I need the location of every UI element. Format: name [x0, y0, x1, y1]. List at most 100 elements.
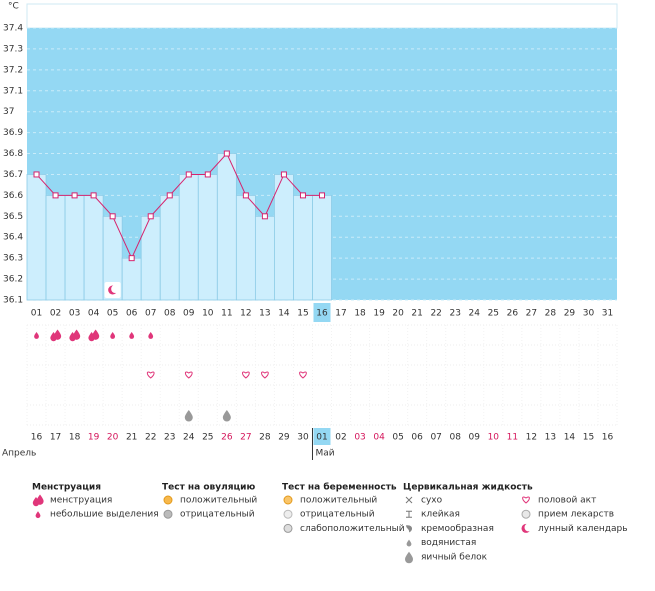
x-tick-label: 28 — [545, 309, 557, 319]
x-tick-label: 18 — [354, 309, 366, 319]
point — [204, 171, 211, 178]
icon-drop — [405, 551, 413, 564]
bar — [293, 194, 313, 301]
x-tick-label: 03 — [69, 309, 80, 319]
y-tick-label: 37.3 — [3, 44, 23, 54]
date-label: 27 — [240, 433, 251, 443]
point — [166, 192, 173, 199]
plot-top — [26, 3, 618, 29]
legend-label: клейкая — [421, 510, 460, 520]
x-tick-label: 10 — [202, 309, 214, 319]
date-label: 26 — [221, 433, 233, 443]
icon — [405, 551, 413, 564]
date-label: 05 — [392, 433, 403, 443]
x-tick-label: 04 — [88, 309, 100, 319]
icon — [50, 329, 62, 342]
icon — [69, 329, 81, 342]
icon — [299, 371, 307, 379]
x-tick-label: 31 — [602, 309, 613, 319]
icon — [522, 496, 530, 504]
date-label: 04 — [373, 433, 385, 443]
icon — [222, 410, 231, 422]
icon — [283, 495, 293, 505]
icon-heart — [184, 371, 193, 379]
icon — [108, 285, 120, 295]
x-tick-label: 11 — [221, 309, 232, 319]
icon-drop — [36, 494, 44, 505]
icon-circle — [283, 509, 293, 519]
icon — [521, 523, 533, 533]
x-tick-label: 17 — [335, 309, 346, 319]
date-label: 28 — [259, 433, 271, 443]
icon-heart — [299, 371, 307, 379]
date-label: 01 — [316, 433, 327, 443]
y-tick-label: 36.7 — [3, 170, 23, 180]
bar — [178, 174, 199, 301]
bar — [216, 153, 237, 301]
date-label: 30 — [297, 433, 309, 443]
icon-drop — [35, 511, 41, 519]
icon — [163, 495, 173, 505]
icon-drop — [148, 332, 154, 339]
y-tick-label: 36.6 — [3, 191, 23, 201]
point — [185, 171, 192, 178]
month-label: Апрель — [2, 449, 36, 459]
x-tick-label: 02 — [50, 309, 61, 319]
y-tick-label: 36.2 — [3, 275, 23, 285]
icon-heart — [522, 496, 530, 504]
icon — [406, 539, 412, 547]
bar — [45, 194, 66, 301]
date-label: 25 — [202, 433, 213, 443]
date-label: 11 — [507, 433, 518, 443]
date-label: 03 — [354, 433, 365, 443]
point — [33, 171, 40, 178]
icon — [35, 511, 41, 519]
x-tick-label: 09 — [183, 309, 195, 319]
point — [52, 192, 59, 199]
point — [280, 171, 287, 178]
date-label: 13 — [545, 433, 556, 443]
legend-label: слабоположительный — [300, 524, 405, 534]
icon — [283, 509, 293, 519]
legend-label: кремообразная — [421, 524, 494, 534]
icon-circle — [283, 523, 293, 533]
x-tick-label: 15 — [297, 309, 308, 319]
x-tick-label: 16 — [316, 309, 328, 319]
legend-title: Тест на овуляцию — [162, 483, 255, 493]
x-tick-label: 05 — [107, 309, 118, 319]
bar — [254, 215, 275, 301]
x-tick-label: 14 — [278, 309, 290, 319]
legend-label: водянистая — [421, 538, 476, 548]
icon-heart — [241, 371, 250, 379]
date-label: 07 — [430, 433, 441, 443]
date-label: 14 — [564, 433, 576, 443]
x-tick-label: 07 — [145, 309, 156, 319]
x-tick-label: 22 — [430, 309, 441, 319]
y-tick-label: 37 — [3, 107, 14, 117]
y-tick-label: 36.4 — [3, 233, 23, 243]
point — [242, 192, 249, 199]
legend-label: половой акт — [538, 496, 596, 506]
icon — [88, 329, 100, 342]
icon — [32, 494, 44, 507]
x-tick-label: 19 — [373, 309, 385, 319]
icon — [261, 371, 269, 379]
date-label: 20 — [107, 433, 119, 443]
icon-heart — [146, 371, 155, 379]
legend-title: Менструация — [32, 483, 101, 493]
icon — [406, 510, 412, 518]
point — [261, 213, 268, 220]
icon-drop — [406, 539, 412, 547]
legend-label: сухо — [421, 496, 443, 506]
x-tick-label: 08 — [164, 309, 176, 319]
icon-drop — [222, 410, 231, 422]
legend-title: Тест на беременность — [282, 482, 397, 493]
x-tick-label: 20 — [392, 309, 404, 319]
icon-circle — [163, 509, 173, 519]
icon — [241, 371, 250, 379]
legend-label: прием лекарств — [538, 510, 614, 520]
icon-circle — [283, 495, 293, 505]
legend-label: отрицательный — [300, 510, 375, 520]
x-tick-label: 12 — [240, 309, 251, 319]
